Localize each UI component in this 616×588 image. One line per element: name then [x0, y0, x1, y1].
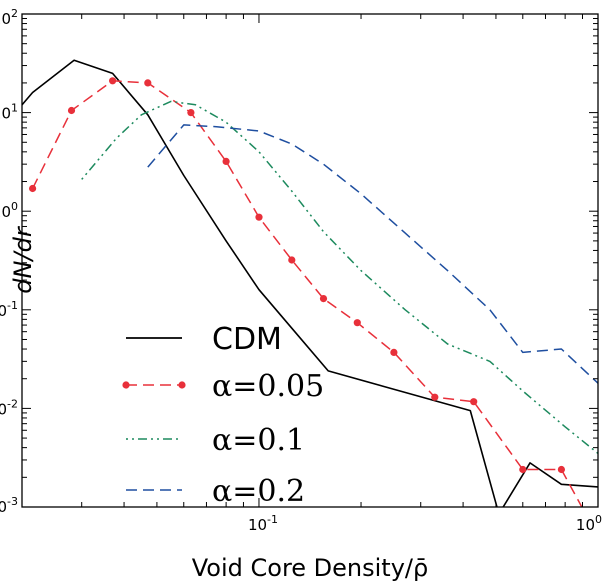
plot-frame [21, 13, 599, 508]
series-line-1 [31, 80, 583, 507]
y-axis-label: dN/dr [9, 225, 37, 294]
y-tick-label-4: 101 [0, 102, 18, 123]
data-point-1-8 [319, 295, 328, 303]
data-point-1-11 [431, 393, 439, 401]
data-point-1-14 [557, 465, 566, 474]
x-axis-label: Void Core Density/ρ̄ [192, 554, 429, 582]
series-line-0 [22, 59, 598, 507]
data-point-1-10 [390, 348, 398, 356]
series-line-3 [147, 124, 598, 384]
y-tick-label-1: 10-2 [0, 397, 18, 418]
y-tick-label-3: 100 [0, 200, 18, 221]
legend: CDM α=0.05 α=0.1 α=0.2 [122, 322, 324, 509]
data-point-1-3 [144, 79, 152, 87]
x-tick-label-0: 10-1 [248, 513, 278, 534]
legend-marker-start-1 [122, 381, 130, 389]
data-point-1-15 [594, 533, 601, 540]
series-layer [22, 59, 601, 540]
series-line-2 [81, 100, 598, 454]
data-point-1-1 [67, 106, 76, 115]
y-tick-label-2: 10-1 [0, 299, 18, 320]
legend-label-1: α=0.05 [212, 369, 324, 404]
data-point-1-4 [187, 109, 195, 117]
data-point-1-13 [519, 465, 527, 474]
data-point-1-7 [288, 256, 296, 264]
data-point-1-12 [470, 398, 478, 406]
y-tick-label-5: 102 [0, 7, 18, 28]
y-tick-label-0: 10-3 [0, 495, 18, 516]
data-point-1-5 [222, 157, 230, 165]
legend-marker-end-1 [178, 381, 186, 389]
ticks-layer: 10-1 100 10-3 10-2 10-1 100 101 102 [0, 7, 602, 534]
x-tick-label-1: 100 [576, 513, 602, 534]
data-point-1-6 [255, 213, 263, 221]
data-point-1-9 [353, 319, 361, 327]
legend-label-2: α=0.1 [212, 423, 305, 458]
data-point-1-0 [28, 184, 37, 193]
data-point-1-2 [109, 77, 117, 85]
legend-label-3: α=0.2 [212, 474, 305, 509]
legend-label-0: CDM [212, 322, 282, 357]
